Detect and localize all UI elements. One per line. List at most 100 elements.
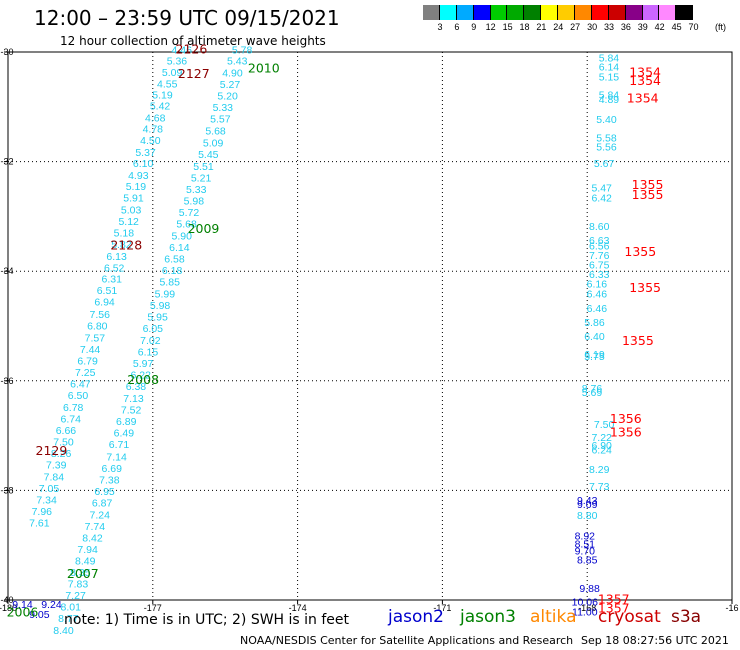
- wave-height-point: 7.25: [75, 367, 96, 379]
- wave-height-point: 6.13: [106, 251, 127, 263]
- track-label: 1355: [632, 177, 664, 192]
- wave-height-point: 6.15: [138, 347, 159, 359]
- y-tick-label: -36: [0, 376, 13, 386]
- x-tick-label: -174: [289, 603, 307, 613]
- wave-height-point: 6.50: [68, 390, 89, 402]
- color-scale-label: 27: [570, 22, 581, 32]
- color-scale-label: 30: [587, 22, 598, 32]
- color-swatch: [625, 5, 643, 20]
- wave-height-point: 5.95: [147, 312, 168, 324]
- wave-height-point: 6.58: [164, 253, 185, 265]
- track-label: 2126: [176, 42, 208, 57]
- wave-height-point: 7.73: [589, 481, 610, 493]
- wave-height-point: 5.68: [176, 218, 197, 230]
- wave-height-point: 11.00: [572, 606, 598, 618]
- y-tick-label: -40: [0, 595, 13, 605]
- wave-height-point: 7.05: [39, 483, 60, 495]
- wave-height-point: 4.68: [145, 113, 166, 125]
- wave-height-point: 6.24: [591, 445, 612, 457]
- wave-height-point: 8.49: [75, 555, 96, 567]
- color-swatch: [490, 5, 508, 20]
- color-scale-label: 45: [671, 22, 682, 32]
- wave-height-point: 9.88: [579, 583, 600, 595]
- wave-height-point: 7.14: [106, 451, 127, 463]
- track-label: 2009: [188, 221, 220, 236]
- generation-timestamp: Sep 18 08:27:56 UTC 2021: [581, 634, 729, 647]
- wave-height-point: 6.49: [114, 428, 135, 440]
- wave-height-point: 7.57: [85, 332, 106, 344]
- wave-height-point: 6.05: [143, 323, 164, 335]
- wave-height-point: 6.14: [599, 62, 620, 74]
- wave-height-point: 5.43: [227, 56, 248, 68]
- wave-height-point: 6.75: [589, 259, 610, 271]
- wave-height-point: 5.72: [179, 207, 200, 219]
- wave-height-point: 7.96: [32, 506, 53, 518]
- wave-height-point: 5.20: [217, 91, 238, 103]
- color-scale-label: 15: [502, 22, 513, 32]
- x-tick-label: -180: [0, 603, 17, 613]
- satellite-jason3: jason3: [460, 607, 516, 627]
- wave-height-point: 7.61: [29, 518, 50, 530]
- track-label: 2127: [178, 66, 210, 81]
- wave-height-point: 5.86: [584, 317, 605, 329]
- wave-height-point: 5.97: [133, 358, 154, 370]
- wave-height-point: 7.52: [121, 405, 142, 417]
- wave-height-point: 8.26: [51, 448, 72, 460]
- wave-height-point: 6.47: [70, 378, 91, 390]
- wave-height-point: 6.69: [102, 463, 123, 475]
- wave-height-point: 6.19: [584, 349, 605, 361]
- color-scale-labels: 3 6 9 12 15 18 21 24 27 30 33 36 39 42 45 70: [423, 22, 733, 34]
- wave-height-point: 5.85: [159, 276, 180, 288]
- wave-height-point: 5.56: [596, 142, 617, 154]
- plot-frame: [7, 51, 733, 601]
- wave-height-point: 8.40: [53, 625, 74, 637]
- wave-height-point: 6.16: [587, 279, 608, 291]
- track-label: 1355: [632, 187, 664, 202]
- wave-height-point: 4.89: [599, 94, 620, 106]
- wave-height-point: 8.77: [58, 613, 79, 625]
- wave-height-point: 5.67: [594, 158, 615, 170]
- wave-height-point: 6.79: [77, 355, 98, 367]
- color-swatch: [642, 5, 660, 20]
- wave-height-point: 6.31: [102, 274, 123, 286]
- wave-height-point: 5.21: [191, 172, 212, 184]
- wave-height-point: 6.78: [63, 402, 84, 414]
- wave-height-point: 5.69: [582, 387, 603, 399]
- wave-height-point: 5.18: [114, 228, 135, 240]
- track-label: 1354: [629, 65, 661, 80]
- wave-height-point: 6.18: [162, 265, 183, 277]
- wave-height-point: 4.50: [140, 135, 161, 147]
- wave-height-point: 6.87: [92, 497, 113, 509]
- wave-height-point: 5.33: [213, 102, 234, 114]
- wave-height-point: 8.35: [70, 567, 91, 579]
- wave-height-point: 7.94: [77, 544, 98, 556]
- wave-height-point: 5.84: [599, 90, 620, 102]
- wave-height-point: 5.09: [162, 67, 183, 79]
- wave-height-point: 9.09: [577, 499, 598, 511]
- satellite-altika: altika: [530, 607, 577, 627]
- wave-height-point: 5.37: [135, 147, 156, 159]
- x-tick-label: -177: [144, 603, 162, 613]
- wave-height-point: 7.56: [89, 309, 110, 321]
- wave-height-point: 6.40: [584, 331, 605, 343]
- wave-height-point: 5.42: [150, 101, 171, 113]
- color-swatch: [423, 5, 440, 20]
- wave-height-point: 8.29: [589, 464, 610, 476]
- wave-height-point: 5.82: [111, 239, 132, 251]
- wave-height-point: 5.33: [186, 184, 207, 196]
- color-swatch: [591, 5, 609, 20]
- y-tick-label: -30: [0, 47, 13, 57]
- wave-height-point: 6.46: [587, 289, 608, 301]
- wave-height-point: 7.50: [53, 436, 74, 448]
- color-scale-label: 9: [471, 22, 477, 32]
- footer-note: note: 1) Time is in UTC; 2) SWH is in fe…: [64, 612, 350, 628]
- track-label: 1355: [629, 280, 661, 295]
- wave-height-point: 4.55: [157, 79, 178, 91]
- wave-height-point: 6.89: [116, 416, 137, 428]
- wave-height-point: 5.99: [155, 289, 176, 301]
- color-scale-label: 12: [485, 22, 496, 32]
- color-scale-unit: (ft): [715, 22, 726, 32]
- satellite-jason2: jason2: [388, 607, 444, 627]
- color-swatch: [558, 5, 576, 20]
